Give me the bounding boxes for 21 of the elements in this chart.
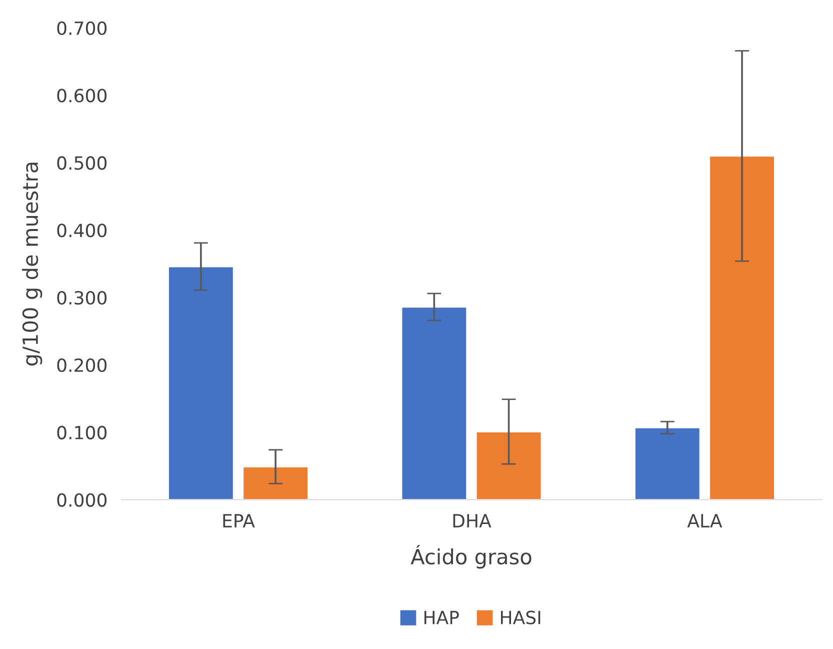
legend-label: HASI [500,610,540,624]
y-tick-label: 0.700 [57,21,107,36]
y-tick-label: 0.000 [57,493,107,507]
x-tick-label: EPA [223,514,255,528]
bar [708,155,776,500]
y-tick-label: 0.200 [57,358,107,372]
y-tick-label: 0.100 [57,426,107,440]
bar [634,426,701,500]
y-tick-label: 0.300 [57,290,107,305]
y-tick-label: 0.500 [57,156,107,170]
x-axis-title: Ácido graso [410,544,532,569]
y-axis-title: g/100 g de muestra [22,162,42,366]
bar [400,306,468,500]
bar [242,466,309,500]
x-tick-label: DHA [453,514,492,528]
y-tick-label: 0.600 [57,88,107,102]
bar [168,266,234,500]
x-tick-label: ALA [687,514,722,528]
legend-label: HAP [424,610,459,624]
bar [475,430,542,500]
y-tick-label: 0.400 [57,224,107,238]
